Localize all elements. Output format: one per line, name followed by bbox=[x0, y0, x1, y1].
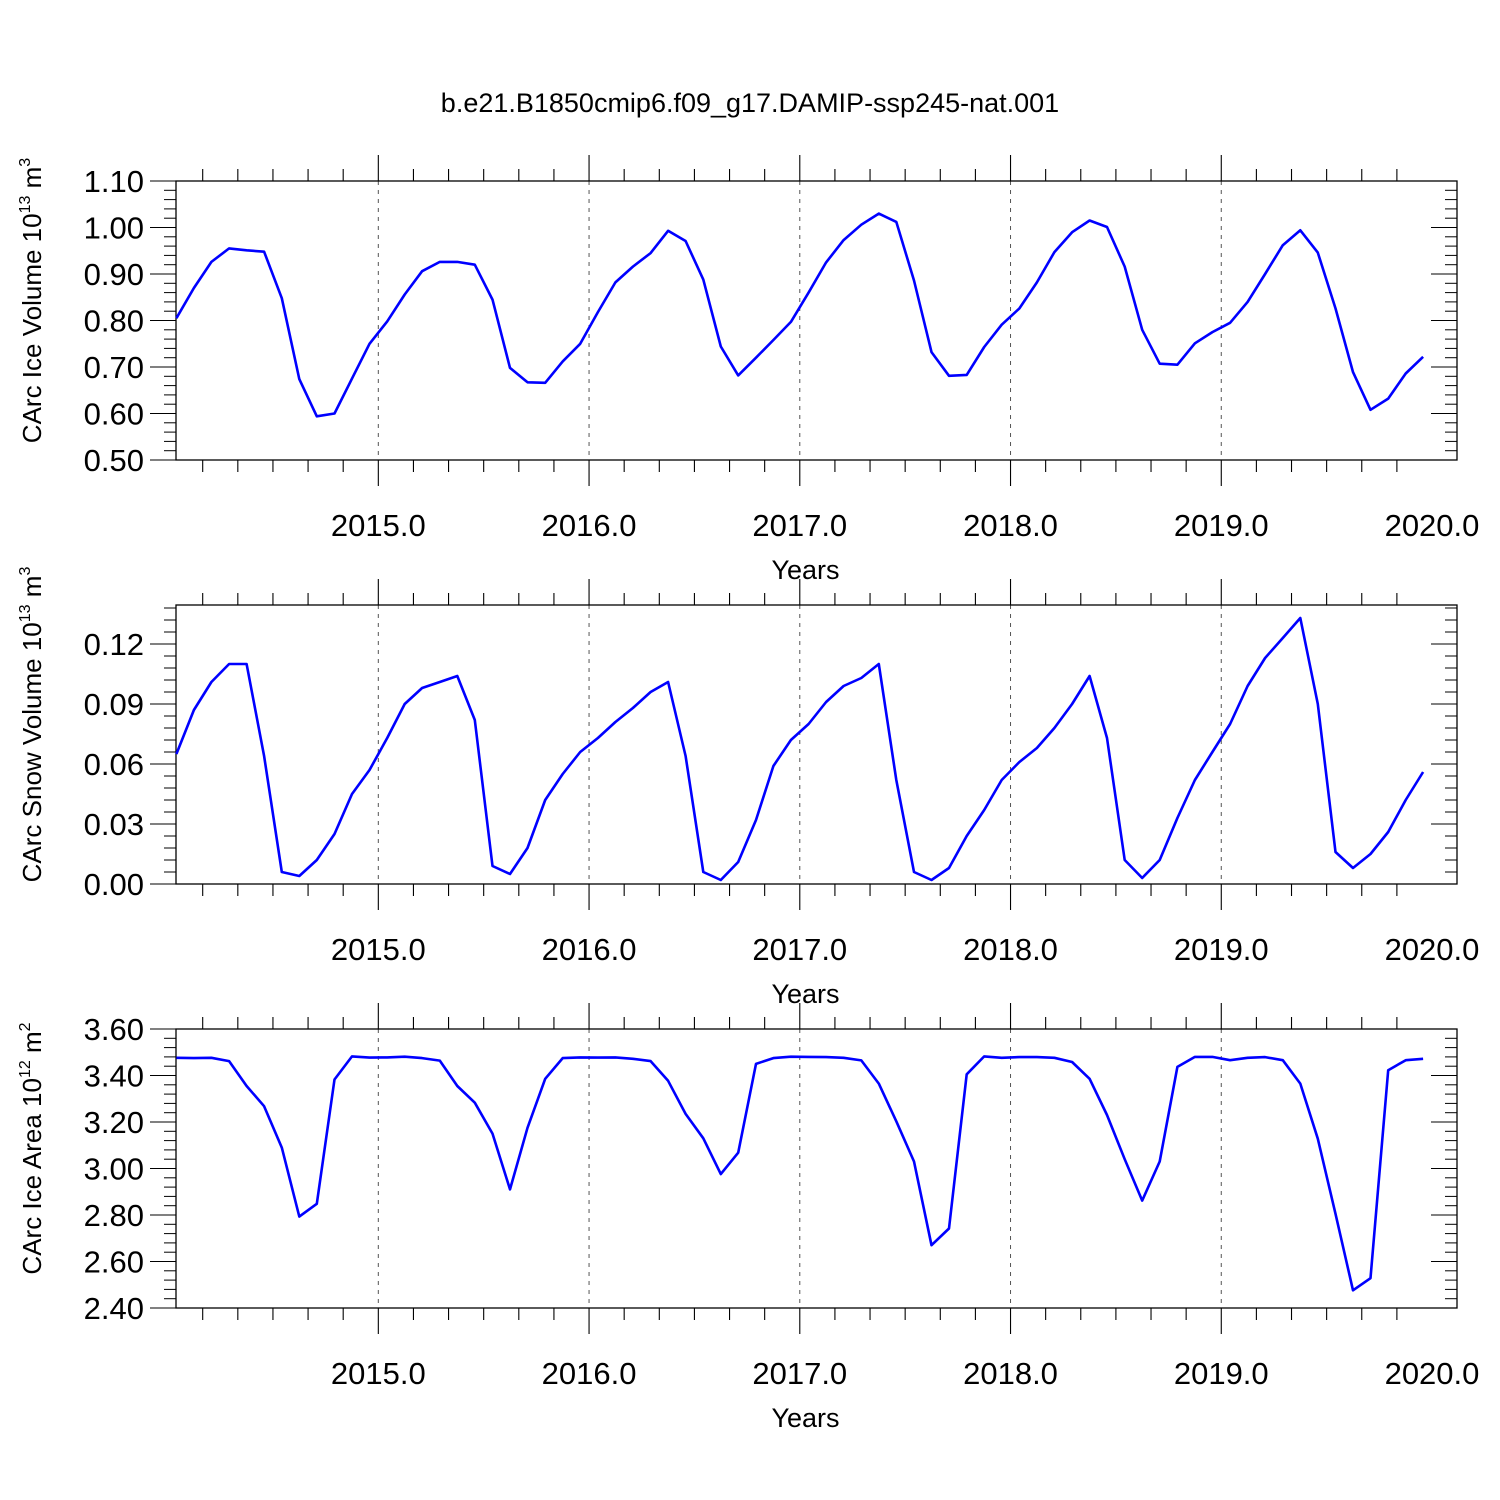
series-line bbox=[175, 616, 1425, 882]
x-axis-label: Years bbox=[771, 1403, 839, 1433]
y-axis-label-superscript: 2 bbox=[17, 1022, 34, 1031]
x-tick-label: 2017.0 bbox=[752, 932, 847, 967]
x-tick-label: 2016.0 bbox=[542, 932, 637, 967]
x-tick-label: 2015.0 bbox=[331, 932, 426, 967]
y-axis-label-part: CArc Snow Volume 10 bbox=[17, 622, 47, 882]
y-tick-label: 0.12 bbox=[84, 627, 144, 662]
y-tick-label: 1.10 bbox=[84, 164, 144, 199]
series-line bbox=[175, 212, 1425, 418]
y-axis-label: CArc Ice Area 1012 m2 bbox=[17, 1022, 47, 1274]
y-tick-label: 3.20 bbox=[84, 1105, 144, 1140]
x-tick-label: 2018.0 bbox=[963, 1356, 1058, 1391]
y-tick-label: 1.00 bbox=[84, 211, 144, 246]
x-axis-label: Years bbox=[771, 979, 839, 1009]
y-axis-label-superscript: 13 bbox=[17, 196, 34, 214]
y-tick-label: 3.40 bbox=[84, 1059, 144, 1094]
x-tick-label: 2017.0 bbox=[752, 1356, 847, 1391]
y-axis-label-part: m bbox=[17, 576, 47, 605]
plot-frame bbox=[175, 1028, 1458, 1309]
y-tick-label: 2.60 bbox=[84, 1245, 144, 1280]
y-axis-label-part: CArc Ice Area 10 bbox=[17, 1078, 47, 1275]
y-axis-label-superscript: 13 bbox=[17, 604, 34, 622]
x-tick-label: 2019.0 bbox=[1174, 508, 1269, 543]
y-axis-label: CArc Snow Volume 1013 m3 bbox=[17, 567, 47, 883]
y-axis-label-superscript: 3 bbox=[17, 567, 34, 576]
y-tick-label: 0.00 bbox=[84, 867, 144, 902]
y-tick-label: 0.70 bbox=[84, 350, 144, 385]
y-tick-label: 2.80 bbox=[84, 1198, 144, 1233]
chart-title: b.e21.B1850cmip6.f09_g17.DAMIP-ssp245-na… bbox=[440, 88, 1060, 118]
x-tick-label: 2018.0 bbox=[963, 932, 1058, 967]
x-tick-label: 2019.0 bbox=[1174, 932, 1269, 967]
y-axis-label-part: m bbox=[17, 1031, 47, 1060]
y-tick-label: 0.60 bbox=[84, 397, 144, 432]
x-tick-label: 2019.0 bbox=[1174, 1356, 1269, 1391]
y-axis-label: CArc Ice Volume 1013 m3 bbox=[17, 158, 47, 443]
x-tick-label: 2018.0 bbox=[963, 508, 1058, 543]
y-axis-label-part: CArc Ice Volume 10 bbox=[17, 213, 47, 443]
y-axis-label-superscript: 3 bbox=[17, 158, 34, 167]
y-tick-label: 2.40 bbox=[84, 1291, 144, 1326]
y-tick-label: 0.90 bbox=[84, 257, 144, 292]
y-tick-label: 3.60 bbox=[84, 1012, 144, 1047]
y-tick-label: 0.50 bbox=[84, 443, 144, 478]
y-tick-label: 0.09 bbox=[84, 687, 144, 722]
x-tick-label: 2015.0 bbox=[331, 508, 426, 543]
y-axis-label-part: m bbox=[17, 167, 47, 196]
y-tick-label: 0.03 bbox=[84, 807, 144, 842]
y-axis-label-superscript: 12 bbox=[17, 1060, 34, 1078]
x-tick-label: 2016.0 bbox=[542, 508, 637, 543]
x-tick-label: 2017.0 bbox=[752, 508, 847, 543]
plot-frame bbox=[175, 604, 1458, 885]
plot-frame bbox=[175, 180, 1458, 461]
x-tick-label: 2015.0 bbox=[331, 1356, 426, 1391]
x-tick-label: 2020.0 bbox=[1385, 1356, 1480, 1391]
x-tick-label: 2016.0 bbox=[542, 1356, 637, 1391]
y-tick-label: 0.80 bbox=[84, 304, 144, 339]
series-line bbox=[176, 1055, 1424, 1292]
x-tick-label: 2020.0 bbox=[1385, 932, 1480, 967]
x-axis-label: Years bbox=[771, 555, 839, 585]
y-tick-label: 0.06 bbox=[84, 747, 144, 782]
x-tick-label: 2020.0 bbox=[1385, 508, 1480, 543]
y-tick-label: 3.00 bbox=[84, 1152, 144, 1187]
